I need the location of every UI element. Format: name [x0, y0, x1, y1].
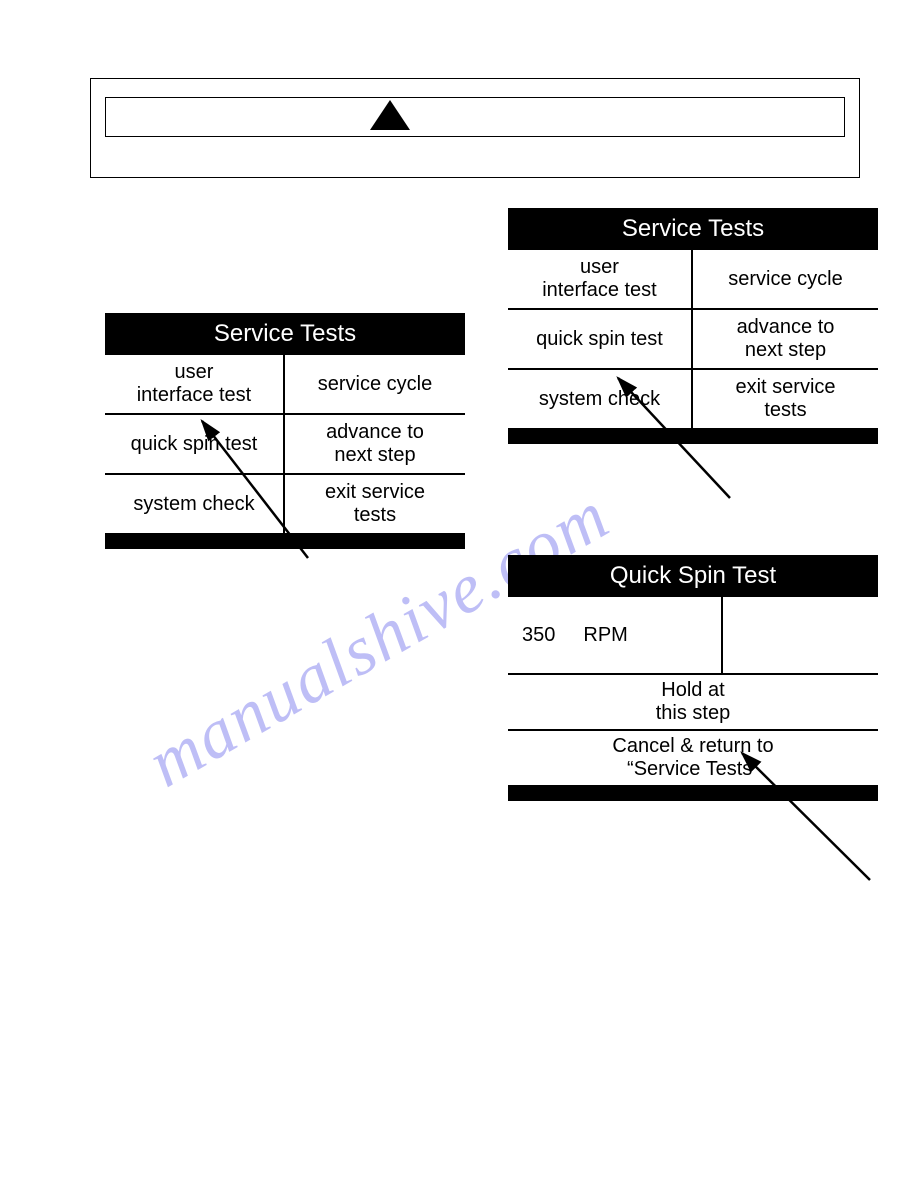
menu-bottom-bar [105, 535, 465, 549]
menu-bottom-bar [508, 430, 878, 444]
rpm-label: RPM [583, 624, 627, 647]
menu-bottom-bar [508, 787, 878, 801]
rpm-readout: 350 RPM [508, 597, 723, 673]
menu1-row2-right[interactable]: exit service tests [285, 475, 465, 533]
menu2-row1-left[interactable]: quick spin test [508, 310, 693, 368]
menu1-row2-left[interactable]: system check [105, 475, 285, 533]
rpm-value: 350 [522, 624, 555, 647]
menu-title: Service Tests [105, 313, 465, 355]
service-tests-menu-1: Service Tests user interface test servic… [105, 313, 465, 549]
menu2-row0-left[interactable]: user interface test [508, 250, 693, 308]
menu1-row1-left[interactable]: quick spin test [105, 415, 285, 473]
up-triangle-icon [370, 100, 410, 130]
rpm-right-empty [723, 597, 878, 673]
service-tests-menu-2: Service Tests user interface test servic… [508, 208, 878, 444]
top-inner-bar [105, 97, 845, 137]
menu2-row1-right[interactable]: advance to next step [693, 310, 878, 368]
menu1-row0-right[interactable]: service cycle [285, 355, 465, 413]
cancel-return[interactable]: Cancel & return to “Service Tests” [508, 731, 878, 787]
menu-title: Service Tests [508, 208, 878, 250]
menu2-row2-left[interactable]: system check [508, 370, 693, 428]
menu1-row0-left[interactable]: user interface test [105, 355, 285, 413]
quick-spin-test-menu: Quick Spin Test 350 RPM Hold at this ste… [508, 555, 878, 801]
menu2-row2-right[interactable]: exit service tests [693, 370, 878, 428]
menu1-row1-right[interactable]: advance to next step [285, 415, 465, 473]
hold-step[interactable]: Hold at this step [508, 675, 878, 731]
menu2-row0-right[interactable]: service cycle [693, 250, 878, 308]
menu-title: Quick Spin Test [508, 555, 878, 597]
